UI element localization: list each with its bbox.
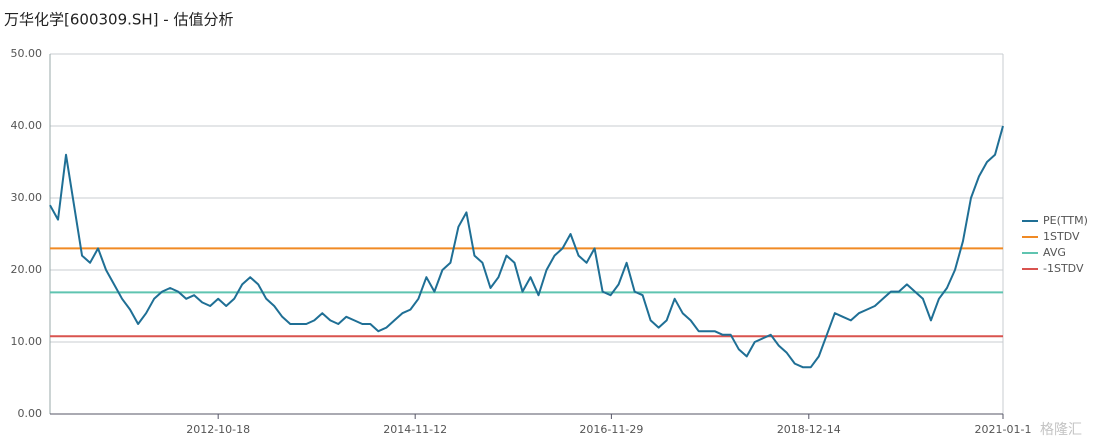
legend-label: PE(TTM) bbox=[1043, 214, 1088, 227]
y-tick-label: 30.00 bbox=[11, 191, 43, 204]
legend-label: -1STDV bbox=[1043, 262, 1084, 275]
pe-line bbox=[49, 125, 1004, 369]
y-tick-label: 20.00 bbox=[11, 263, 43, 276]
y-tick-label: 0.00 bbox=[18, 407, 43, 420]
legend-label: 1STDV bbox=[1043, 230, 1080, 243]
y-tick-label: 40.00 bbox=[11, 119, 43, 132]
x-tick-label: 2018-12-14 bbox=[777, 423, 841, 436]
x-tick-label: 2016-11-29 bbox=[579, 423, 643, 436]
watermark: 格隆汇 bbox=[1040, 422, 1082, 438]
legend-label: AVG bbox=[1043, 246, 1066, 259]
x-tick-label: 2021-01-1 bbox=[975, 423, 1032, 436]
y-tick-label: 50.00 bbox=[11, 47, 43, 60]
y-tick-label: 10.00 bbox=[11, 335, 43, 348]
chart-title: 万华化学[600309.SH] - 估值分析 bbox=[4, 11, 233, 29]
x-tick-label: 2012-10-18 bbox=[186, 423, 250, 436]
x-tick-label: 2014-11-12 bbox=[383, 423, 447, 436]
